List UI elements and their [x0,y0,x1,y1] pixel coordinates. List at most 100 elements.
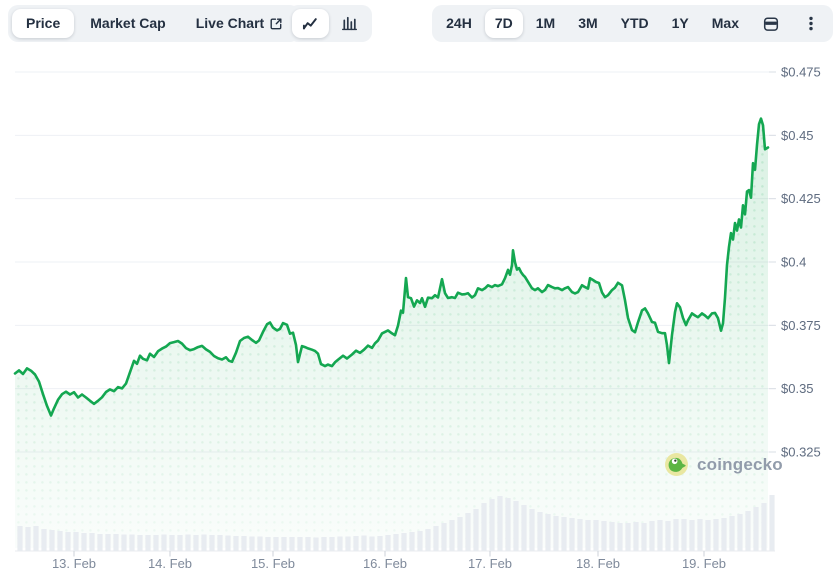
external-link-icon [270,18,282,29]
x-axis-label: 17. Feb [468,556,512,571]
volume-bar [297,537,303,551]
volume-bar [369,536,375,551]
x-axis-label: 14. Feb [148,556,192,571]
range-tab-7d[interactable]: 7D [484,9,523,38]
volume-bar [233,536,239,551]
volume-bar [129,534,135,551]
volume-bar [305,537,311,551]
volume-bar [569,518,575,551]
more-options-button[interactable] [793,8,829,39]
volume-bar [433,526,439,551]
volume-bar [681,519,687,551]
volume-bar [761,503,767,551]
range-tab-1y[interactable]: 1Y [662,9,699,38]
volume-bar [273,537,279,551]
candlestick-chart-type-button[interactable] [331,9,368,38]
volume-bar [609,522,615,551]
volume-bar [769,495,775,551]
volume-bar [177,535,183,551]
tab-market-cap[interactable]: Market Cap [76,9,179,38]
volume-bar [105,534,111,551]
volume-bar [625,523,631,551]
volume-bar [697,519,703,551]
volume-bar [713,519,719,551]
tab-price[interactable]: Price [12,9,75,38]
volume-bar [81,533,87,551]
volume-bar [353,536,359,551]
volume-bar [465,513,471,551]
volume-bar [209,535,215,551]
volume-bar [265,537,271,551]
range-tab-group: 24H 7D 1M 3M YTD 1Y Max [432,5,833,42]
volume-bar [313,537,319,551]
volume-bar [417,531,423,551]
volume-bar [41,529,47,551]
x-axis-label: 13. Feb [52,556,96,571]
volume-bar [385,535,391,551]
volume-bar [193,535,199,551]
y-axis-label: $0.375 [781,318,821,333]
coingecko-watermark: coingecko [664,452,783,477]
volume-bar [185,534,191,551]
range-tab-3m[interactable]: 3M [568,9,607,38]
volume-bar [425,529,431,551]
date-range-calendar-button[interactable] [752,8,790,40]
volume-bar [689,520,695,551]
volume-bar [553,516,559,551]
range-tab-ytd[interactable]: YTD [611,9,659,38]
volume-bar [249,536,255,551]
x-axis-label: 15. Feb [251,556,295,571]
volume-bar [49,530,55,551]
y-axis-label: $0.4 [781,255,806,270]
volume-bar [169,535,175,551]
volume-bar [65,532,71,551]
volume-bar [745,511,751,551]
y-axis-label: $0.35 [781,381,814,396]
volume-bar [361,535,367,551]
tab-live-chart[interactable]: Live Chart [182,9,296,38]
volume-bar [241,536,247,551]
volume-bar [145,535,151,551]
volume-bar [337,536,343,551]
volume-bar [649,521,655,551]
volume-bar [617,523,623,551]
volume-bar [489,499,495,551]
range-tab-max[interactable]: Max [702,9,749,38]
line-chart-icon [302,18,317,30]
candlestick-chart-icon [342,16,357,31]
volume-bar [497,496,503,551]
y-axis-label: $0.325 [781,445,821,460]
volume-bar [321,537,327,551]
volume-bar [113,534,119,551]
volume-bar [329,537,335,551]
line-chart-type-button[interactable] [292,9,329,38]
volume-bar [161,534,167,551]
volume-bar [537,512,543,551]
metric-tab-group: Price Market Cap Live Chart [8,5,301,42]
range-tab-24h[interactable]: 24H [436,9,482,38]
y-axis-label: $0.475 [781,65,821,80]
range-tab-1m[interactable]: 1M [526,9,565,38]
x-axis-label: 16. Feb [363,556,407,571]
volume-bar [665,521,671,551]
volume-bar [521,505,527,551]
volume-bar [473,509,479,551]
y-axis-label: $0.45 [781,128,814,143]
volume-bar [545,514,551,551]
volume-bar [89,533,95,551]
volume-bar [137,535,143,551]
x-axis-label: 19. Feb [682,556,726,571]
volume-bar [73,532,79,551]
x-axis-label: 18. Feb [576,556,620,571]
y-axis-label: $0.425 [781,191,821,206]
live-chart-label: Live Chart [195,15,265,31]
volume-bar [33,526,39,551]
volume-bar [673,519,679,551]
volume-bar [409,532,415,551]
kebab-menu-icon [809,16,813,31]
volume-bar [17,526,23,551]
price-line [13,117,770,417]
volume-bar [577,519,583,551]
volume-bar [753,507,759,551]
